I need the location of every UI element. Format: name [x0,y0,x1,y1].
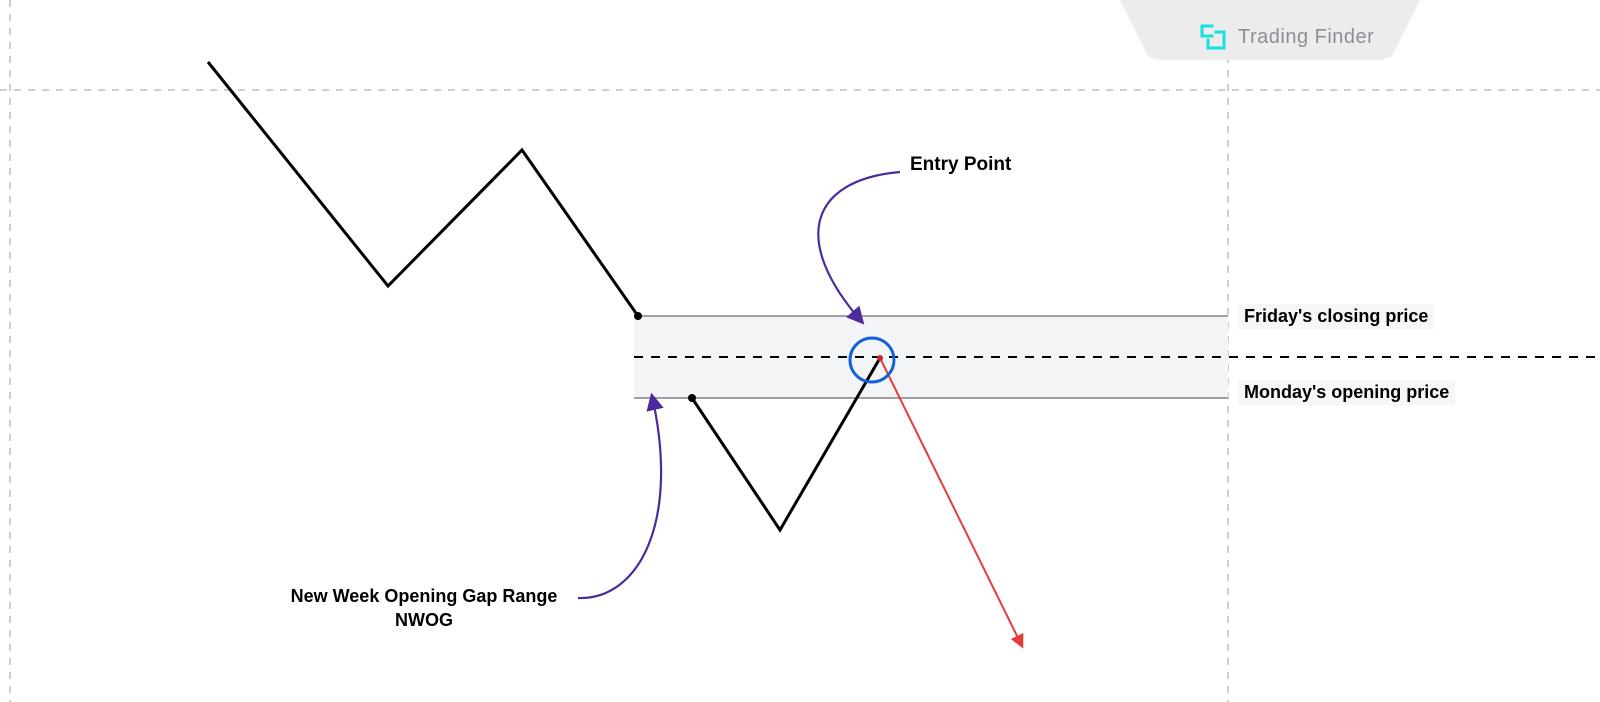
entry-callout-arrow [818,172,900,322]
friday-close-dot [634,312,642,320]
nwog-callout-arrow [578,396,661,598]
brand-text: Trading Finder [1238,26,1374,49]
nwog-label: New Week Opening Gap Range NWOG [274,584,574,633]
nwog-label-line1: New Week Opening Gap Range [291,586,558,606]
entry-point-dot [877,355,883,361]
monday-open-label: Monday's opening price [1238,380,1455,405]
projection-arrow [880,358,1022,646]
nwog-label-line2: NWOG [395,610,453,630]
diagram-canvas [0,0,1600,702]
friday-close-label: Friday's closing price [1238,304,1434,329]
price-path-pre-gap [208,62,638,316]
brand-logo: Trading Finder [1198,22,1374,52]
brand-icon [1198,22,1228,52]
monday-open-dot [688,394,696,402]
entry-point-label: Entry Point [910,154,1011,176]
